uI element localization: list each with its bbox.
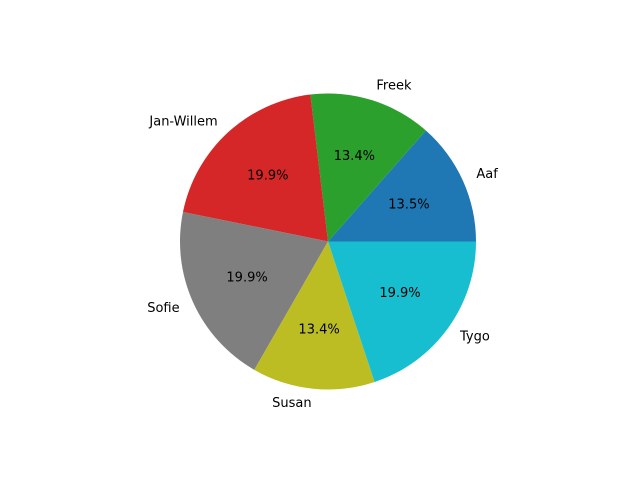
pie-slice-jan-willem (182, 94, 328, 242)
pie-labels: Aaf 13.5% Freek 13.4% Jan-Willem 19.9% Sofie 19… (147, 79, 498, 411)
slice-percentage: 13.5% (388, 197, 429, 212)
slice-percentage: 19.9% (247, 169, 288, 184)
slice-label: Tygo (459, 329, 490, 344)
slice-percentage: 13.4% (334, 149, 375, 164)
pie-slices (179, 93, 476, 390)
slice-percentage: 19.9% (226, 271, 267, 286)
pie-slice-freek (310, 93, 426, 242)
pie-slice-susan (254, 241, 375, 390)
slice-percentage: 13.4% (298, 322, 339, 337)
pie-slice-aaf (328, 130, 476, 242)
slice-percentage: 19.9% (379, 286, 420, 301)
slice-label: Susan (272, 396, 311, 411)
slice-label: Freek (376, 79, 412, 94)
slice-label: Jan-Willem (148, 114, 217, 129)
slice-label: Aaf (476, 167, 498, 182)
pie-slice-tygo (328, 241, 476, 382)
slice-label: Sofie (147, 301, 179, 316)
pie-slice-sofie (179, 211, 328, 370)
